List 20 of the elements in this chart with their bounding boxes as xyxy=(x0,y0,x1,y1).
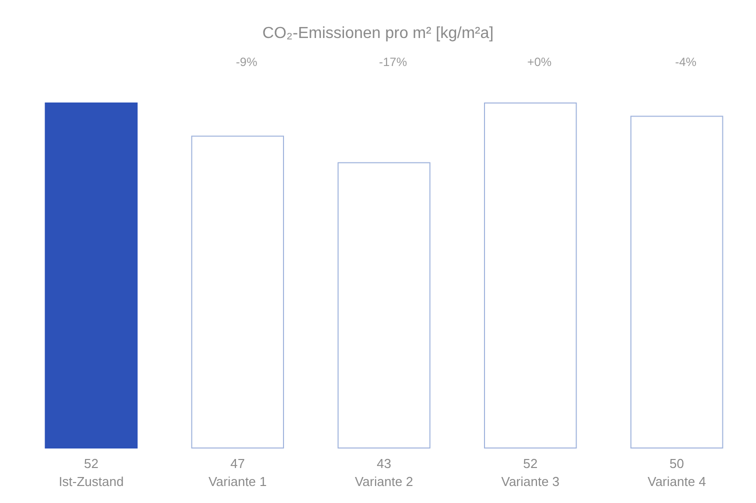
bar xyxy=(484,102,577,448)
text: -17% xyxy=(378,55,408,69)
x-tick-label: Variante 1 xyxy=(208,474,267,489)
bar xyxy=(338,162,430,448)
bar xyxy=(44,102,138,448)
data-label: 43 xyxy=(376,456,392,471)
x-tick-label: Variante 3 xyxy=(501,474,560,489)
text: +0% xyxy=(527,55,552,69)
chart-title: CO₂-Emissionen pro m² [kg/m²a] xyxy=(262,25,494,42)
bar xyxy=(191,136,284,448)
data-label: 52 xyxy=(84,456,98,471)
data-label: 47 xyxy=(230,456,245,471)
x-tick-label: Ist-Zustand xyxy=(58,474,124,489)
x-tick-label: Variante 4 xyxy=(648,474,706,489)
x-tick-label: Variante 2 xyxy=(354,474,414,489)
text: -4% xyxy=(675,55,697,69)
data-label: 52 xyxy=(523,456,538,471)
text: -9% xyxy=(236,55,258,69)
bar xyxy=(630,116,724,448)
data-label: 50 xyxy=(670,456,684,471)
